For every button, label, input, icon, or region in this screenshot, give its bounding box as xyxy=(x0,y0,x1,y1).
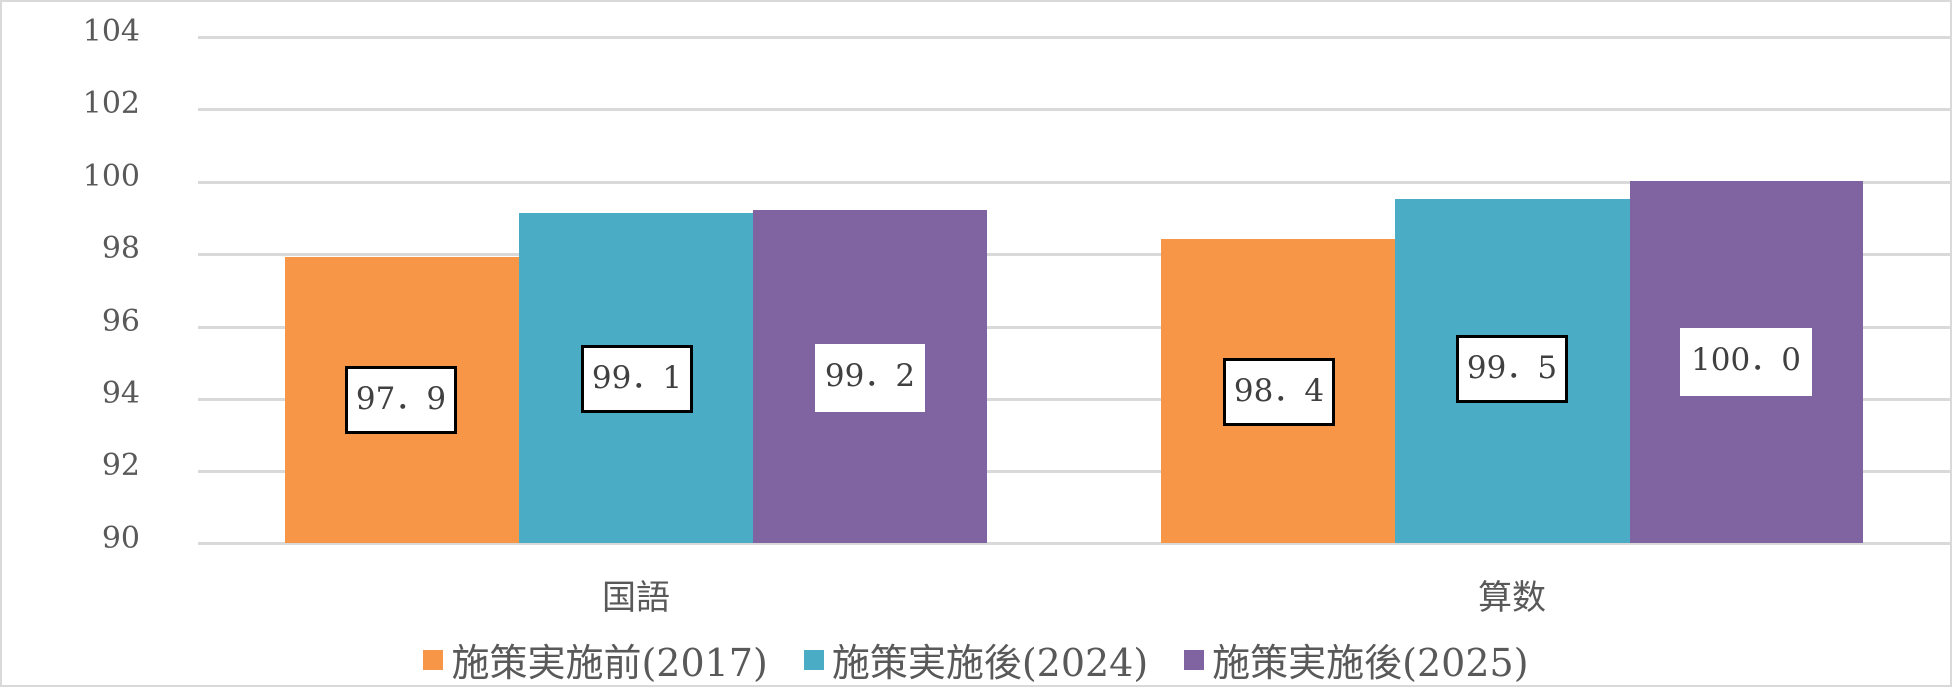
legend-swatch-orange-icon xyxy=(423,649,444,670)
gridline xyxy=(198,326,1950,329)
data-label-kokugo-2025: 99．2 xyxy=(815,344,925,412)
y-tick-96: 96 xyxy=(101,304,140,339)
legend-item-2017[interactable]: 施策実施前(2017) xyxy=(423,632,768,687)
gridline xyxy=(198,542,1950,545)
legend-label: 施策実施前(2017) xyxy=(451,641,768,685)
gridline xyxy=(198,108,1950,111)
data-label-sansu-2024: 99．5 xyxy=(1456,335,1568,403)
gridline xyxy=(198,253,1950,256)
data-label-sansu-2017: 98．4 xyxy=(1223,358,1335,426)
legend-item-2025[interactable]: 施策実施後(2025) xyxy=(1184,632,1529,687)
y-tick-102: 102 xyxy=(82,86,140,121)
data-label-kokugo-2024: 99．1 xyxy=(581,345,693,413)
gridline xyxy=(198,181,1950,184)
plot-area xyxy=(198,36,1950,545)
legend-swatch-purple-icon xyxy=(1184,649,1205,670)
legend: 施策実施前(2017) 施策実施後(2024) 施策実施後(2025) xyxy=(0,632,1952,687)
category-label-sansu: 算数 xyxy=(1478,578,1546,618)
y-tick-98: 98 xyxy=(101,231,140,266)
gridline xyxy=(198,470,1950,473)
y-tick-94: 94 xyxy=(101,376,140,411)
legend-item-2024[interactable]: 施策実施後(2024) xyxy=(803,632,1149,687)
data-label-kokugo-2017: 97．9 xyxy=(345,366,457,434)
legend-label: 施策実施後(2025) xyxy=(1212,641,1529,685)
gridline xyxy=(198,398,1950,401)
category-label-kokugo: 国語 xyxy=(602,578,670,618)
y-tick-100: 100 xyxy=(82,159,140,194)
legend-swatch-teal-icon xyxy=(803,649,824,670)
data-label-sansu-2025: 100．0 xyxy=(1680,328,1812,396)
y-tick-104: 104 xyxy=(82,14,140,49)
gridline xyxy=(198,36,1950,39)
legend-label: 施策実施後(2024) xyxy=(831,641,1149,685)
y-tick-92: 92 xyxy=(101,448,140,483)
y-tick-90: 90 xyxy=(101,521,140,556)
